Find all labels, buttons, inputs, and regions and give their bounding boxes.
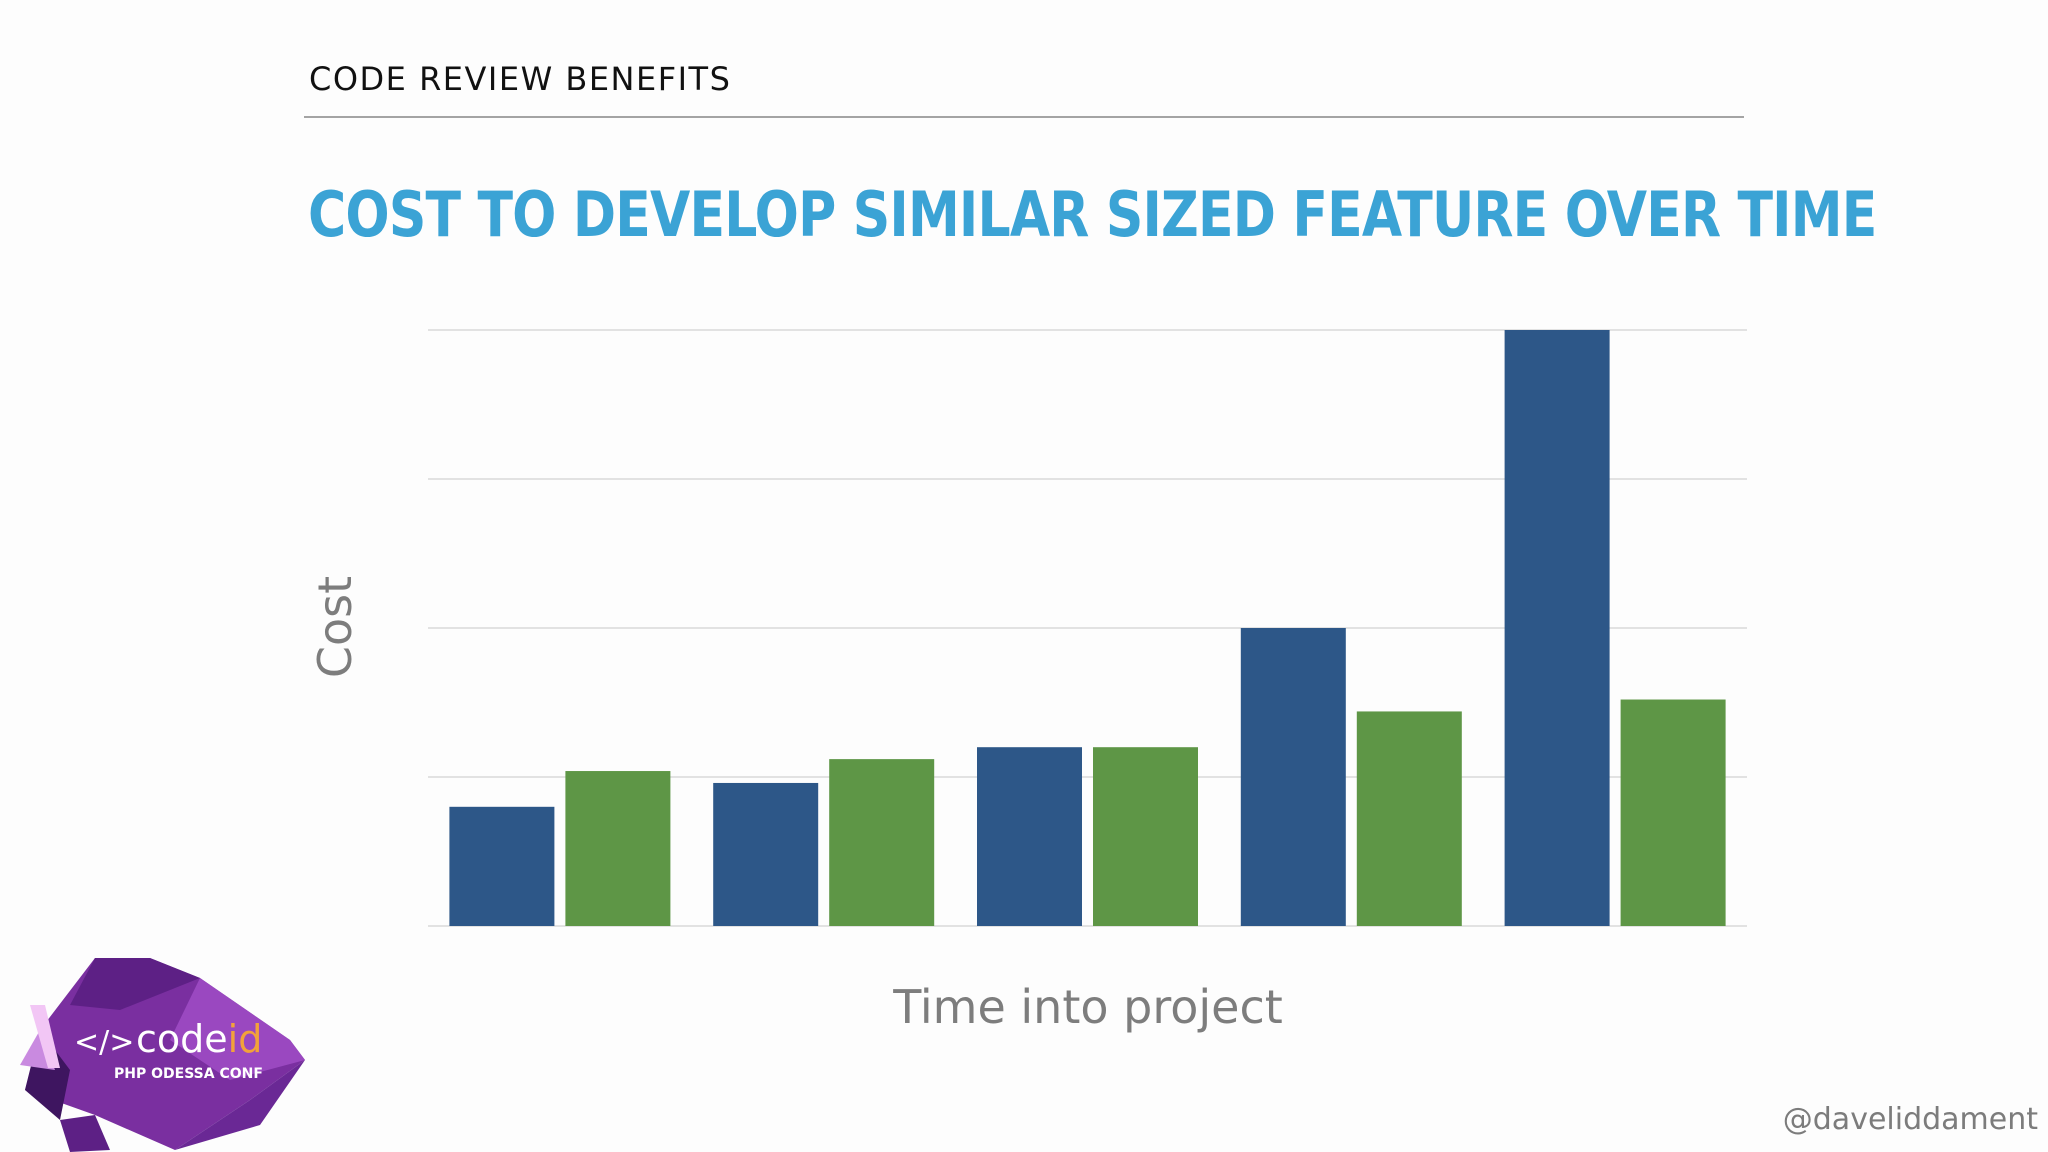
logo-subtitle: PHP ODESSA CONF	[114, 1066, 263, 1082]
bar-series1-group2	[713, 782, 819, 926]
chart-title: COST TO DEVELOP SIMILAR SIZED FEATURE OV…	[308, 178, 1877, 251]
bar-series2-group3	[1093, 747, 1198, 926]
section-header: CODE REVIEW BENEFITS	[309, 60, 732, 98]
logo-name-part2: id	[228, 1017, 263, 1061]
bar-series2-group4	[1356, 711, 1462, 926]
logo-symbol: </>	[74, 1025, 134, 1060]
bar-series1-group5	[1504, 330, 1610, 926]
section-divider	[304, 116, 1744, 118]
author-handle: @daveliddament	[1782, 1102, 2038, 1137]
bars	[449, 330, 1726, 926]
codeid-logo: </> codeid PHP ODESSA CONF	[20, 958, 305, 1152]
y-axis-label: Cost	[308, 576, 362, 678]
bar-series2-group1	[565, 771, 671, 926]
bar-series2-group5	[1620, 699, 1726, 926]
x-axis-label: Time into project	[892, 980, 1283, 1034]
bar-series1-group3	[977, 747, 1082, 926]
bar-series2-group2	[829, 759, 935, 926]
logo-name: codeid	[136, 1017, 262, 1061]
bar-series1-group4	[1240, 628, 1346, 926]
bar-series1-group1	[449, 806, 555, 926]
logo-name-part1: code	[136, 1017, 228, 1061]
